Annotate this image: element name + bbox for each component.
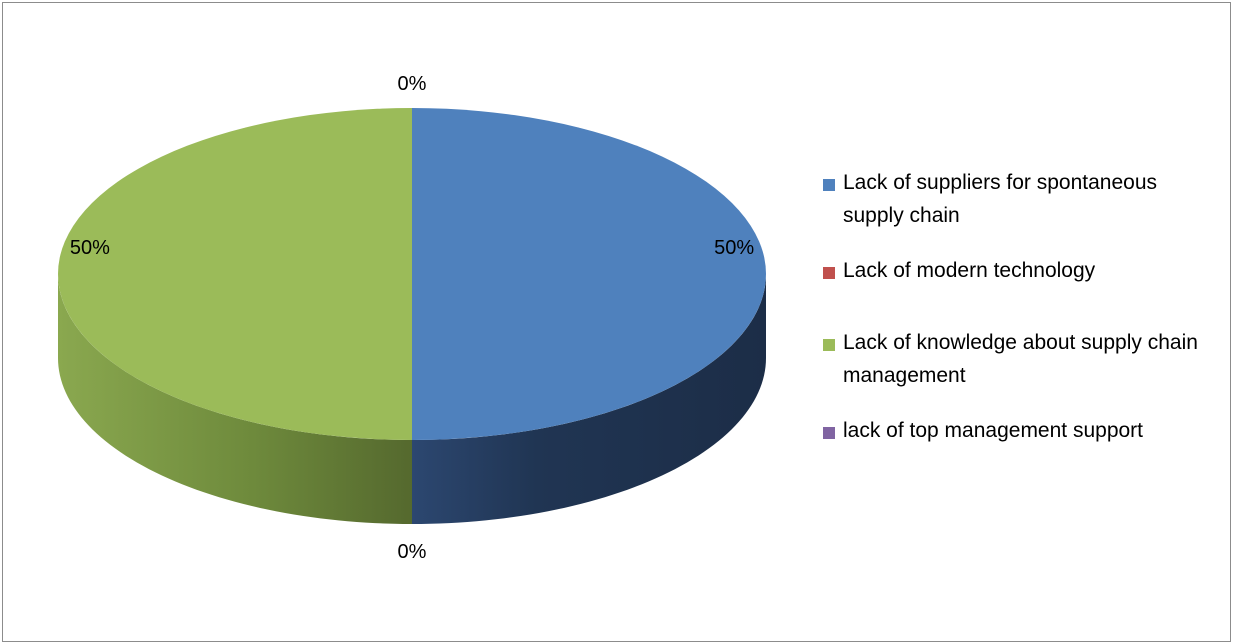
- legend-label-technology: Lack of modern technology: [843, 259, 1096, 282]
- legend-label-top-management: lack of top management support: [843, 419, 1144, 442]
- legend-label-suppliers: Lack of suppliers for spontaneous supply…: [843, 171, 1158, 227]
- data-label-2: 50%: [70, 237, 110, 259]
- pie-slice-0: [412, 108, 766, 440]
- legend-item-top-management: lack of top management support: [823, 419, 1223, 447]
- legend-swatch-suppliers: [823, 179, 835, 191]
- legend-item-knowledge: Lack of knowledge about supply chain man…: [823, 331, 1223, 392]
- data-label-3: 0%: [398, 541, 427, 563]
- pie-slice-2: [58, 108, 412, 440]
- data-label-0: 50%: [714, 237, 754, 259]
- pie-side-0: [412, 274, 766, 524]
- data-label-1: 0%: [398, 73, 427, 95]
- pie-side-2: [58, 274, 412, 524]
- legend-item-technology: Lack of modern technology: [823, 259, 1223, 287]
- legend-swatch-knowledge: [823, 339, 835, 351]
- legend-label-knowledge: Lack of knowledge about supply chain man…: [843, 331, 1198, 387]
- legend-swatch-top-management: [823, 427, 835, 439]
- legend-swatch-technology: [823, 267, 835, 279]
- legend-item-suppliers: Lack of suppliers for spontaneous supply…: [823, 171, 1223, 232]
